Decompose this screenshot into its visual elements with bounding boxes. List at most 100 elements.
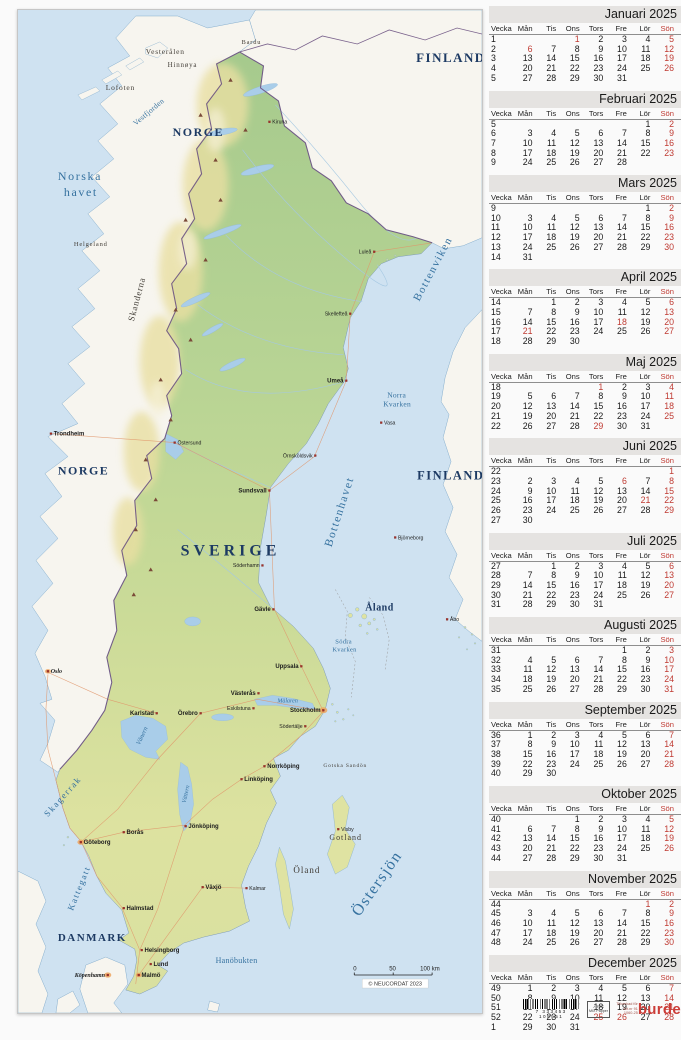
- day-cell: 27: [664, 589, 674, 600]
- week-number: 14: [491, 251, 501, 262]
- day-cell: 13: [640, 739, 651, 750]
- day-cell: 4: [551, 212, 557, 223]
- week-number: 30: [491, 589, 501, 600]
- week-number: 22: [491, 466, 501, 477]
- month-block: Januari 2025 Vecka Mån Tis Ons Tors Fre Lör Sön 1…: [489, 6, 681, 84]
- day-cell: 2: [551, 729, 557, 740]
- week-number: 40: [491, 814, 501, 825]
- day-cell: 4: [527, 654, 533, 665]
- day-cell: 26: [617, 1012, 627, 1023]
- day-cell: 8: [645, 128, 651, 139]
- map-label: NORGE: [58, 464, 109, 478]
- week-number: 27: [491, 560, 501, 571]
- day-cell: 10: [522, 917, 533, 928]
- day-cell: 1: [551, 560, 557, 571]
- day-cell: [657, 769, 681, 779]
- weekday-header: Vecka: [489, 720, 516, 731]
- day-cell: 14: [640, 485, 651, 496]
- day-cell: 3: [598, 560, 604, 571]
- day-cell: 7: [527, 570, 533, 581]
- day-cell: 23: [569, 589, 580, 600]
- day-cell: 6: [598, 128, 604, 139]
- city-markers: Kiruna Luleå Skellefteå Umeå Örnsköldsvik Öst…: [44, 120, 459, 979]
- fsc-line2: MIX Papper: [589, 1009, 608, 1013]
- day-cell: 29: [569, 72, 580, 83]
- map-label: Norska: [58, 169, 102, 183]
- day-cell: 24: [522, 937, 533, 948]
- city-södertälje: Södertälje: [279, 724, 307, 730]
- day-cell: 10: [617, 823, 627, 834]
- weekday-header: Mån: [516, 287, 540, 299]
- day-cell: 23: [593, 843, 604, 854]
- city-label: Söderhamn: [233, 563, 260, 569]
- city-visby: Visby: [337, 827, 354, 833]
- day-cell: 22: [522, 1012, 533, 1023]
- day-cell: 14: [617, 137, 627, 148]
- day-cell: 14: [546, 833, 557, 844]
- day-cell: 30: [593, 72, 604, 83]
- day-cell: 24: [617, 843, 627, 854]
- map-label: Bardu: [242, 39, 262, 46]
- day-cell: 9: [598, 823, 604, 834]
- city-stockholm: Stockholm: [290, 707, 328, 714]
- day-cell: 15: [569, 53, 580, 64]
- day-cell: [634, 600, 658, 610]
- city-gävle: Gävle: [254, 607, 275, 613]
- day-cell: 3: [669, 645, 674, 656]
- day-cell: 9: [574, 570, 580, 581]
- weekday-header: Vecka: [489, 804, 516, 816]
- day-cell: [657, 1023, 681, 1033]
- day-cell: 12: [593, 485, 604, 496]
- day-cell: 25: [546, 241, 557, 252]
- city-label: Malmö: [142, 973, 161, 979]
- weekday-header: Mån: [516, 635, 540, 647]
- day-cell: 11: [594, 992, 604, 1003]
- day-cell: 28: [569, 420, 580, 431]
- weekday-header: Lör: [633, 193, 658, 205]
- day-cell: 26: [664, 63, 674, 74]
- week-number: 23: [491, 475, 501, 486]
- weekday-header: Tors: [586, 287, 611, 299]
- weekday-header: Vecka: [489, 193, 516, 205]
- day-cell: [634, 516, 658, 526]
- day-cell: 26: [569, 241, 580, 252]
- day-cell: 9: [527, 485, 533, 496]
- week-number: 15: [491, 306, 501, 317]
- city-uppsala: Uppsala: [275, 664, 303, 670]
- weekday-header: Mån: [516, 889, 540, 900]
- day-cell: 12: [617, 739, 627, 750]
- weekday-header: Ons: [563, 804, 587, 816]
- weekday-header: Tis: [539, 973, 564, 985]
- day-cell: 23: [664, 232, 674, 243]
- day-cell: 15: [664, 485, 674, 496]
- lakes: [120, 83, 316, 832]
- month-block: Maj 2025 Vecka Mån Tis Ons Tors Fre Lör Sön 18 1 2 3…: [489, 353, 681, 432]
- day-cell: 27: [546, 420, 557, 431]
- weekday-header: Mån: [516, 804, 540, 816]
- day-cell: 11: [641, 43, 651, 54]
- week-number: 46: [491, 917, 501, 928]
- day-cell: 9: [551, 739, 557, 750]
- month-title: September 2025: [489, 701, 681, 719]
- day-cell: [634, 253, 658, 263]
- map-label: Södra: [335, 638, 352, 645]
- day-cell: 29: [522, 768, 533, 779]
- month-title: Augusti 2025: [489, 617, 681, 635]
- weekday-header: Lör: [633, 287, 658, 299]
- day-cell: 27: [640, 758, 651, 769]
- day-cell: 8: [574, 823, 580, 834]
- day-cell: 5: [621, 729, 627, 740]
- map-label: Lofoten: [106, 83, 135, 92]
- week-number: 49: [491, 983, 501, 994]
- weekday-header: Vecka: [489, 109, 516, 120]
- weekday-header: Vecka: [489, 635, 516, 647]
- day-cell: 28: [593, 683, 604, 694]
- day-cell: 6: [621, 475, 627, 486]
- city-kiruna: Kiruna: [268, 120, 287, 126]
- city-label: Trondheim: [54, 431, 85, 437]
- month-block: Juli 2025 Vecka Mån Tis Ons Tors Fre Lör Sön 27 1 2…: [489, 532, 681, 611]
- day-cell: 5: [574, 212, 580, 223]
- day-cell: 16: [593, 833, 604, 844]
- day-cell: 29: [664, 505, 674, 516]
- weekday-header: Fre: [610, 551, 634, 562]
